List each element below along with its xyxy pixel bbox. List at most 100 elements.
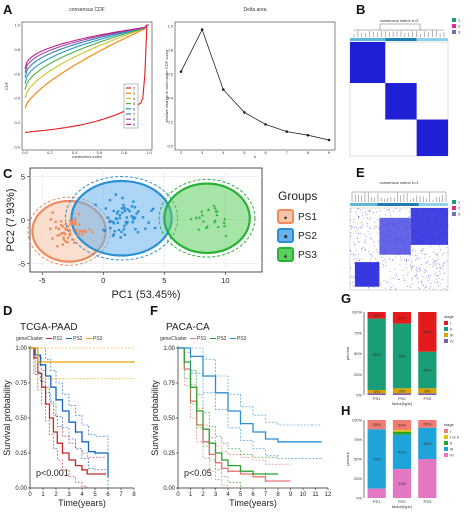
a1-plot-frame xyxy=(21,21,153,151)
c-point xyxy=(69,222,72,226)
c-point xyxy=(151,207,155,211)
e-matrix-cell xyxy=(424,287,426,289)
b-matrix-block-1 xyxy=(350,42,386,84)
e-matrix-cell xyxy=(385,287,386,289)
a1-cdf-line-k4 xyxy=(24,24,149,99)
e-matrix-cell xyxy=(361,222,362,223)
D-ytick: 1.00 xyxy=(15,346,27,352)
e-matrix-cell xyxy=(439,263,440,265)
e-matrix-cell xyxy=(378,241,379,243)
e-matrix-cell xyxy=(414,276,416,278)
e-matrix-cell xyxy=(362,247,364,249)
e-matrix-cell xyxy=(447,226,449,227)
e-matrix-cell xyxy=(433,252,435,253)
e-matrix-cell xyxy=(385,265,387,267)
c-point xyxy=(213,206,217,210)
e-matrix-cell xyxy=(408,259,410,261)
a1-ytick: 0.2 xyxy=(14,120,20,125)
F-xtick: 9 xyxy=(289,492,293,498)
D-legend-label: PS3 xyxy=(93,336,103,342)
e-matrix-cell xyxy=(409,255,411,257)
e-matrix-cell xyxy=(350,232,352,234)
e-matrix-cell xyxy=(369,260,371,262)
e-legend-label: 3 xyxy=(458,212,461,217)
e-matrix-cell xyxy=(420,281,422,283)
e-matrix-cell xyxy=(392,278,394,279)
c-xtick: -5 xyxy=(39,276,46,285)
c-point xyxy=(108,220,112,223)
a2-delta-point xyxy=(327,138,331,142)
e-matrix-cell xyxy=(415,274,417,276)
e-matrix-cell xyxy=(386,210,388,212)
b-title: consensus matrix k=3 xyxy=(380,18,420,23)
e-matrix-cell xyxy=(361,248,363,249)
e-matrix-cell xyxy=(382,259,384,261)
e-matrix-cell xyxy=(435,263,437,265)
a2-delta-point xyxy=(306,133,310,137)
c-point xyxy=(128,209,131,213)
e-matrix-cell xyxy=(414,254,416,256)
H-ytick: 0% xyxy=(356,496,362,501)
H-xtick: PS1 xyxy=(373,499,381,504)
e-matrix-cell xyxy=(386,281,388,283)
a1-ytick: 0.8 xyxy=(14,47,20,52)
D-curve-PS3 xyxy=(30,347,134,363)
c-point xyxy=(118,216,122,220)
c-point xyxy=(201,219,205,223)
D-xtick: 4 xyxy=(80,492,84,498)
e-matrix-cell xyxy=(391,284,393,286)
c-point xyxy=(103,229,107,232)
e-matrix-cell xyxy=(361,226,363,227)
e-matrix-cell xyxy=(447,252,449,254)
e-matrix-cell xyxy=(410,264,411,266)
e-dendrogram xyxy=(351,191,447,202)
e-cluster-bar xyxy=(350,203,378,206)
e-matrix-cell xyxy=(405,263,407,265)
D-ylabel: Survival probability xyxy=(2,380,12,456)
e-matrix-cell xyxy=(420,264,422,265)
c-point xyxy=(126,208,129,211)
e-matrix-cell xyxy=(436,253,438,255)
a2-delta-point xyxy=(221,88,225,91)
c-point xyxy=(136,231,140,234)
H-bar-PS2-IV xyxy=(392,469,412,498)
c-point xyxy=(108,198,112,202)
c-point xyxy=(79,230,83,233)
H-ytick: 25% xyxy=(354,476,362,481)
e-matrix-cell xyxy=(408,216,410,218)
e-matrix-cell xyxy=(357,254,359,256)
e-matrix-cell xyxy=(441,289,442,291)
e-matrix-cell xyxy=(429,287,430,289)
e-matrix-cell xyxy=(416,269,418,271)
F-xtick: 12 xyxy=(325,492,332,498)
a2-ytick: 0.6 xyxy=(167,72,173,77)
c-point xyxy=(111,234,115,238)
c-point xyxy=(137,210,140,213)
e-matrix-cell xyxy=(400,259,402,261)
e-matrix-cell xyxy=(404,258,406,260)
c-point xyxy=(59,220,63,223)
c-points-PS2 xyxy=(94,193,157,239)
e-matrix-cell xyxy=(386,282,388,284)
e-matrix-cell xyxy=(418,268,420,269)
e-matrix-cell xyxy=(427,275,429,277)
F-xtick: 7 xyxy=(264,492,268,498)
c-point xyxy=(132,218,135,221)
e-matrix-cell xyxy=(377,250,378,252)
e-matrix-cell xyxy=(437,259,439,260)
e-matrix-cell xyxy=(439,283,441,285)
e-matrix-cell xyxy=(405,267,407,268)
e-matrix-cell xyxy=(443,272,445,274)
F-ci-upper-PS2 xyxy=(178,347,278,458)
e-matrix-cell xyxy=(427,260,429,262)
e-matrix-cell xyxy=(373,286,375,288)
G-legend-swatch xyxy=(444,327,448,331)
e-matrix-cell xyxy=(359,209,361,211)
e-matrix-cell xyxy=(432,258,434,260)
e-matrix-cell xyxy=(373,241,374,243)
e-matrix-cell xyxy=(406,285,408,287)
a2-plot-frame xyxy=(174,21,336,151)
e-matrix-cell xyxy=(376,219,378,221)
e-matrix-cell xyxy=(388,258,390,259)
a2-xlabel: k xyxy=(254,154,256,159)
